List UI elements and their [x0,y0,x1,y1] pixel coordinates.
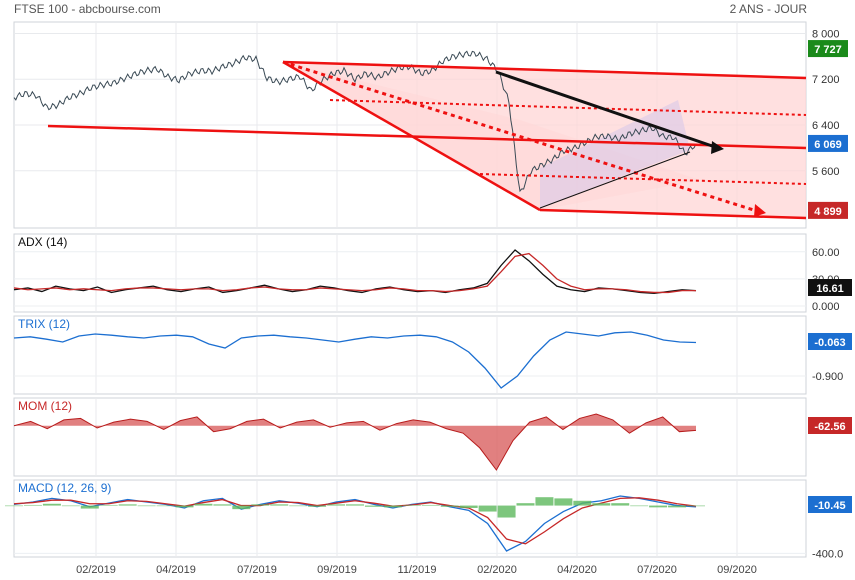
macd-histogram [516,503,535,506]
level-low-badge-label: 4 899 [814,206,842,218]
x-tick-label: 02/2020 [477,564,517,576]
macd-histogram [80,505,99,509]
macd-histogram [156,505,175,507]
x-tick-label: 02/2019 [76,564,116,576]
macd-histogram [440,505,459,507]
channel-edge [282,60,541,212]
macd-histogram [42,503,61,506]
mom-line [13,413,697,471]
indicator-title: TRIX (12) [18,317,70,331]
last-value-label: 16.61 [816,283,844,295]
y-tick-label: 60.00 [812,247,840,259]
macd-histogram [668,505,687,508]
resistance-trendline [282,60,807,80]
macd-histogram [213,504,232,506]
lower-trendline [539,208,807,220]
macd-histogram [23,504,42,506]
macd-histogram [194,503,213,506]
macd-histogram [346,504,364,506]
last-value-badge [808,417,852,434]
macd-histogram [421,504,440,506]
last-price-badge-label: 6 069 [814,139,842,151]
macd-histogram [99,504,118,506]
macd-histogram [535,497,554,506]
level-low-badge [808,201,848,219]
level-high-badge-label: 7 727 [814,44,842,56]
macd-histogram [687,505,705,507]
macd-histogram [251,504,270,506]
dotted-channel [329,99,807,116]
series-line [13,497,697,545]
macd-histogram [383,505,402,508]
y-tick-label: 7 200 [812,74,840,86]
macd-histogram [61,505,80,507]
macd-histogram [497,505,516,518]
macd-histogram [478,505,497,512]
macd-histogram [5,505,23,507]
y-tick-label: 0.000 [812,301,840,313]
panel-frame [13,315,807,395]
last-value-label: -62.56 [814,421,845,433]
macd-histogram [630,505,649,507]
macd-histogram [402,504,421,506]
y-tick-label: 5 600 [812,166,840,178]
x-tick-label: 11/2019 [398,564,437,576]
arrow-head [754,204,766,217]
macd-histogram [554,498,573,506]
last-value-label: -10.45 [814,500,845,512]
indicator-title: MACD (12, 26, 9) [18,481,111,495]
macd-histogram [308,505,327,507]
macd-histogram [573,500,592,506]
x-tick-label: 09/2019 [317,564,357,576]
panel-frame [13,479,807,558]
last-price-badge [808,134,848,152]
series-line [13,249,697,295]
y-tick-label: 8 000 [812,28,840,40]
x-tick-label: 04/2020 [557,564,597,576]
y-tick-label: -400.0 [812,548,843,560]
level-high-badge [808,40,848,58]
y-tick-label: 6 400 [812,120,840,132]
arrow-head [711,141,724,154]
support-trendline [47,124,807,150]
last-value-badge [808,496,852,513]
black-trendline [495,70,719,150]
macd-histogram [611,503,630,506]
macd-histogram [118,504,137,506]
x-tick-label: 04/2019 [156,564,196,576]
macd-histogram [289,505,308,507]
macd-histogram [175,505,194,508]
last-value-label: -0.063 [814,337,845,349]
last-value-badge [808,333,852,350]
macd-histogram [649,505,668,508]
period-label: 2 ANS - JOUR [729,2,807,16]
series-line [13,252,696,294]
macd-histogram [364,505,383,507]
x-tick-label: 07/2019 [237,564,277,576]
y-tick-label: -0.900 [812,371,843,383]
indicator-title: MOM (12) [18,399,72,413]
macd-histogram [592,503,611,506]
macd-histogram [327,504,346,506]
panel-frame [13,397,807,477]
dotted-channel [479,173,807,185]
x-tick-label: 07/2020 [637,564,677,576]
series-line [13,331,697,389]
indicator-title: ADX (14) [18,235,67,249]
macd-histogram [459,505,478,508]
dotted-median [282,60,761,214]
macd-histogram [232,505,251,510]
x-tick-label: 09/2020 [717,564,757,576]
uptrend-line [539,151,691,209]
last-value-badge [808,279,852,296]
macd-histogram [270,504,289,506]
macd-histogram [137,505,156,507]
panel-frame [13,233,807,313]
chart-title: FTSE 100 - abcbourse.com [14,2,161,16]
